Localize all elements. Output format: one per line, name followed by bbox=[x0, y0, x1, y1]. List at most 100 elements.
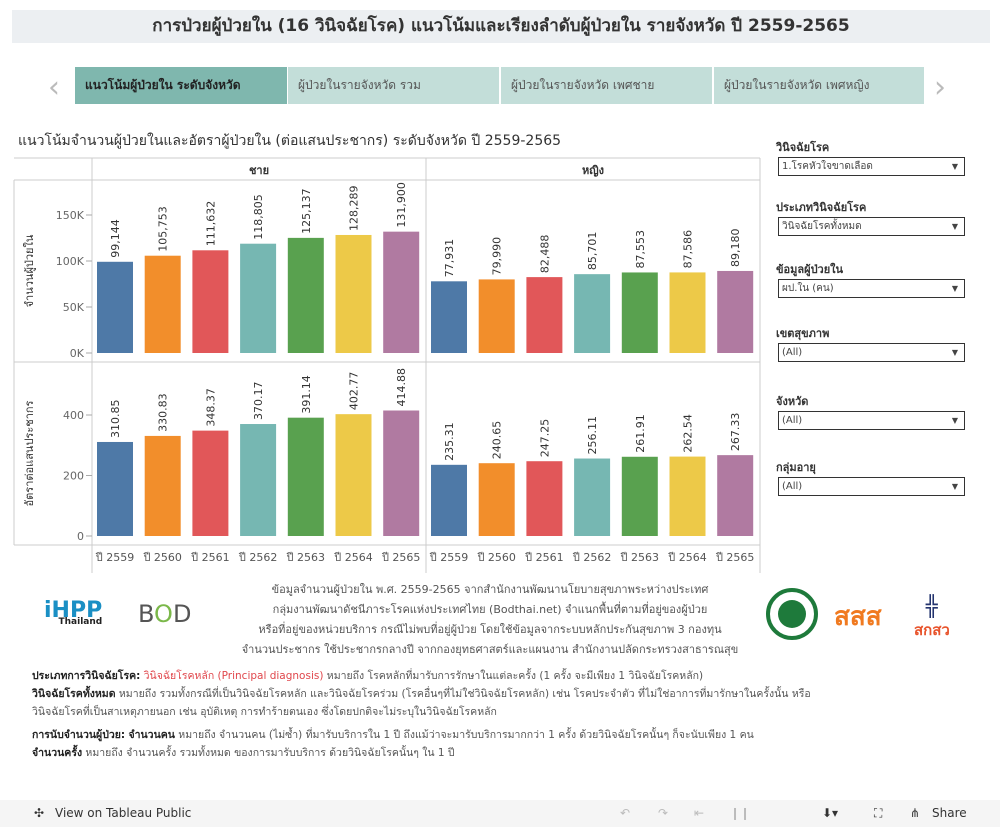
bar bbox=[478, 279, 515, 353]
revert-icon[interactable]: ⇤ bbox=[694, 806, 705, 820]
pause-icon[interactable]: ❙❙ bbox=[730, 806, 751, 820]
chevron-left-icon[interactable]: ‹ bbox=[48, 70, 60, 105]
note-line: จำนวนประชากร ใช้ประชากรกลางปี จากกองยุทธ… bbox=[241, 643, 739, 656]
filter-dropdown[interactable]: 1.โรคหัวใจขาดเลือด ▼ bbox=[778, 157, 965, 176]
bar bbox=[431, 464, 467, 536]
data-label: 82,488 bbox=[538, 235, 551, 273]
data-label: 370.17 bbox=[252, 382, 265, 421]
panel-header: หญิง bbox=[582, 164, 604, 177]
chart-subtitle: แนวโน้มจำนวนผู้ป่วยในและอัตราผู้ป่วยใน (… bbox=[18, 133, 562, 149]
bar bbox=[97, 261, 133, 353]
definition-line: การนับจำนวนผู้ป่วย: จำนวนคน หมายถึง จำนว… bbox=[32, 725, 832, 745]
data-label: 87,586 bbox=[682, 230, 695, 269]
filter-dropdown[interactable]: (All) ▼ bbox=[778, 477, 965, 496]
bar bbox=[192, 430, 229, 536]
filter-label: ประเภทวินิจฉัยโรค bbox=[776, 201, 867, 214]
data-label: 79,990 bbox=[491, 237, 504, 276]
x-tick-label: ปี 2565 bbox=[381, 551, 421, 564]
x-tick-label: ปี 2559 bbox=[95, 551, 135, 564]
undo-icon[interactable]: ↶ bbox=[620, 806, 631, 820]
bar bbox=[144, 255, 181, 353]
view-on-tableau-link[interactable]: View on Tableau Public bbox=[55, 806, 192, 820]
def-head: การนับจำนวนผู้ป่วย: bbox=[32, 729, 126, 741]
definition-line: ประเภทการวินิจฉัยโรค: วินิจฉัยโรคหลัก (P… bbox=[32, 666, 832, 686]
chevron-right-icon[interactable]: › bbox=[934, 70, 946, 105]
bar-chart: ชาย หญิง 0K 50K 100K 150K จำนวนผู้ป่วยใน 99,144… bbox=[13, 157, 761, 573]
filter-label: วินิจฉัยโรค bbox=[776, 141, 830, 154]
x-tick-label: ปี 2562 bbox=[238, 551, 278, 564]
bar bbox=[669, 272, 706, 353]
x-tick-label: ปี 2561 bbox=[524, 551, 564, 564]
bar bbox=[431, 281, 467, 353]
tab-trend[interactable]: แนวโน้มผู้ป่วยใน ระดับจังหวัด bbox=[75, 67, 287, 104]
data-label: 261.91 bbox=[634, 414, 647, 453]
data-label: 310.85 bbox=[109, 399, 122, 438]
filter-label: กลุ่มอายุ bbox=[776, 461, 816, 474]
x-tick-label: ปี 2562 bbox=[572, 551, 612, 564]
filter-value: 1.โรคหัวใจขาดเลือด bbox=[782, 161, 873, 172]
filter-dropdown[interactable]: (All) ▼ bbox=[778, 411, 965, 430]
y-tick-label: 200 bbox=[63, 470, 84, 483]
chevron-down-icon: ▼ bbox=[951, 162, 958, 171]
tableau-icon: ✣ bbox=[34, 806, 45, 820]
data-label: 131,900 bbox=[395, 182, 408, 228]
bar bbox=[240, 424, 277, 536]
tab-male[interactable]: ผู้ป่วยในรายจังหวัด เพศชาย bbox=[501, 67, 712, 104]
def-text: หมายถึง จำนวนคน (ไม่ซ้ำ) ที่มารับบริการใ… bbox=[174, 729, 754, 741]
bar bbox=[574, 458, 611, 536]
bar bbox=[717, 270, 754, 353]
data-label: 111,632 bbox=[204, 201, 217, 247]
data-label: 89,180 bbox=[729, 228, 742, 267]
filter-dropdown[interactable]: วินิจฉัยโรคทั้งหมด ▼ bbox=[778, 217, 965, 236]
share-button[interactable]: Share bbox=[932, 806, 967, 820]
x-tick-label: ปี 2563 bbox=[619, 551, 659, 564]
bar bbox=[621, 456, 658, 536]
bar bbox=[192, 250, 229, 353]
x-tick-label: ปี 2563 bbox=[285, 551, 325, 564]
ihpp-logo: iHPP Thailand bbox=[44, 598, 103, 627]
bar bbox=[97, 441, 133, 536]
filter-label: จังหวัด bbox=[776, 395, 809, 408]
data-label: 87,553 bbox=[634, 230, 647, 269]
chevron-down-icon: ▼ bbox=[951, 416, 958, 425]
filter-dropdown[interactable]: ผป.ใน (คน) ▼ bbox=[778, 279, 965, 298]
bar bbox=[335, 414, 372, 536]
data-label: 118,805 bbox=[252, 194, 265, 240]
data-label: 414.88 bbox=[395, 368, 408, 407]
filter-dropdown[interactable]: (All) ▼ bbox=[778, 343, 965, 362]
y-tick-label: 100K bbox=[56, 255, 85, 268]
y-tick-label: 400 bbox=[63, 409, 84, 422]
bar bbox=[478, 463, 515, 536]
redo-icon[interactable]: ↷ bbox=[658, 806, 669, 820]
x-tick-label: ปี 2561 bbox=[190, 551, 230, 564]
panel-header: ชาย bbox=[249, 164, 269, 177]
tab-total[interactable]: ผู้ป่วยในรายจังหวัด รวม bbox=[288, 67, 499, 104]
bar bbox=[574, 274, 611, 353]
def-head: ประเภทการวินิจฉัยโรค: bbox=[32, 670, 141, 682]
share-icon[interactable]: ⋔ bbox=[910, 806, 921, 820]
data-label: 267.33 bbox=[729, 413, 742, 452]
data-label: 391.14 bbox=[300, 375, 313, 414]
filter-value: (All) bbox=[782, 415, 803, 426]
bar bbox=[717, 455, 754, 536]
data-label: 348.37 bbox=[204, 388, 217, 427]
bar bbox=[383, 231, 420, 353]
y-axis-label: จำนวนผู้ป่วยใน bbox=[23, 234, 36, 307]
definition-line: จำนวนครั้ง หมายถึง จำนวนครั้ง รวมทั้งหมด… bbox=[32, 743, 832, 763]
note-line: กลุ่มงานพัฒนาดัชนีภาระโรคแห่งประเทศไทย (… bbox=[272, 603, 708, 616]
tab-female[interactable]: ผู้ป่วยในรายจังหวัด เพศหญิง bbox=[714, 67, 924, 104]
def-term: จำนวนคน bbox=[128, 729, 175, 741]
data-label: 240.65 bbox=[491, 421, 504, 460]
filter-value: ผป.ใน (คน) bbox=[782, 283, 834, 294]
bar bbox=[287, 417, 324, 536]
tableau-footer: ✣ View on Tableau Public ↶ ↷ ⇤ ❙❙ ⬇▾ ⛶ ⋔… bbox=[0, 800, 1000, 827]
data-label: 262.54 bbox=[682, 414, 695, 453]
thaihealth-logo: สสส bbox=[834, 602, 882, 632]
filter-value: (All) bbox=[782, 347, 803, 358]
bar bbox=[621, 272, 658, 353]
def-text: หมายถึง โรคหลักที่มารับการรักษาในแต่ละคร… bbox=[323, 670, 704, 682]
download-icon[interactable]: ⬇▾ bbox=[822, 806, 839, 820]
data-label: 235.31 bbox=[443, 422, 456, 461]
fullscreen-icon[interactable]: ⛶ bbox=[874, 806, 883, 820]
chevron-down-icon: ▼ bbox=[951, 222, 958, 231]
